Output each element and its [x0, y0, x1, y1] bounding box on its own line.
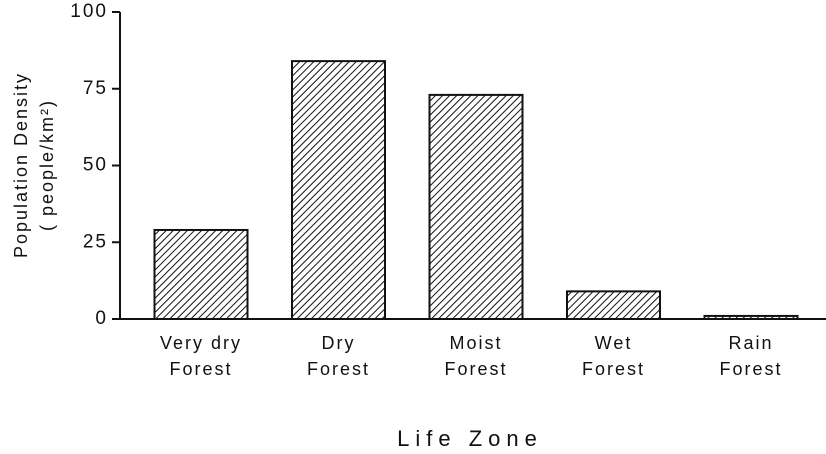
y-tick-label: 100: [70, 1, 108, 22]
y-axis-label: ( people/km²): [37, 99, 57, 231]
x-tick-label: Dry Forest: [306, 333, 370, 379]
bar: [428, 93, 524, 320]
y-tick-label: 0: [95, 308, 108, 329]
x-tick-label: Wet Forest: [581, 333, 645, 379]
y-axis-label: Population Density: [11, 72, 31, 258]
y-tick-label: 75: [83, 78, 108, 99]
bar: [566, 290, 661, 320]
bar: [291, 60, 386, 321]
y-tick-label: 25: [83, 231, 108, 252]
x-tick-label: Very dry Forest: [159, 333, 243, 379]
x-tick-label: Rain Forest: [719, 333, 783, 379]
bar: [703, 314, 799, 320]
x-tick-label: Moist Forest: [444, 333, 508, 379]
x-axis-label: Life Zone: [397, 426, 543, 451]
bar: [153, 228, 249, 320]
y-tick-label: 50: [83, 155, 108, 176]
